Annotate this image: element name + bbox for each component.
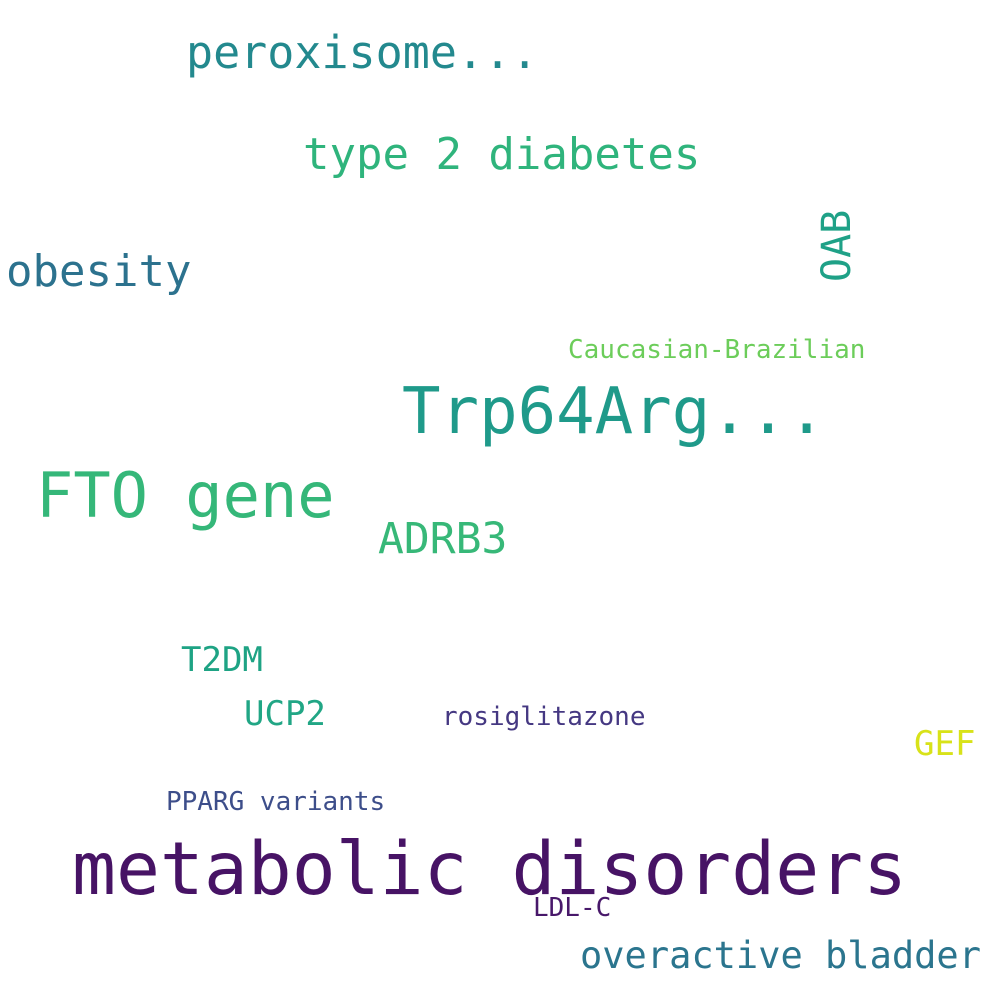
word-trp64arg: Trp64Arg...: [402, 375, 826, 449]
word-oab: OAB: [814, 209, 860, 282]
word-overactive-bladder: overactive bladder: [580, 934, 981, 977]
word-t2dm: T2DM: [181, 640, 263, 680]
word-ucp2: UCP2: [244, 694, 326, 734]
word-caucasian-brazilian: Caucasian-Brazilian: [568, 335, 866, 365]
word-rosiglitazone: rosiglitazone: [442, 702, 646, 732]
word-gef: GEF: [914, 724, 976, 764]
word-fto-gene: FTO gene: [36, 459, 335, 532]
word-pparg-variants: PPARG variants: [166, 787, 386, 817]
word-type-2-diabetes: type 2 diabetes: [303, 129, 701, 180]
word-ldl-c: LDL-C: [533, 893, 612, 923]
word-peroxisome: peroxisome...: [186, 26, 539, 79]
word-obesity: obesity: [6, 246, 192, 297]
word-metabolic-disorders: metabolic disorders: [72, 827, 908, 912]
word-adrb3: ADRB3: [378, 514, 508, 564]
